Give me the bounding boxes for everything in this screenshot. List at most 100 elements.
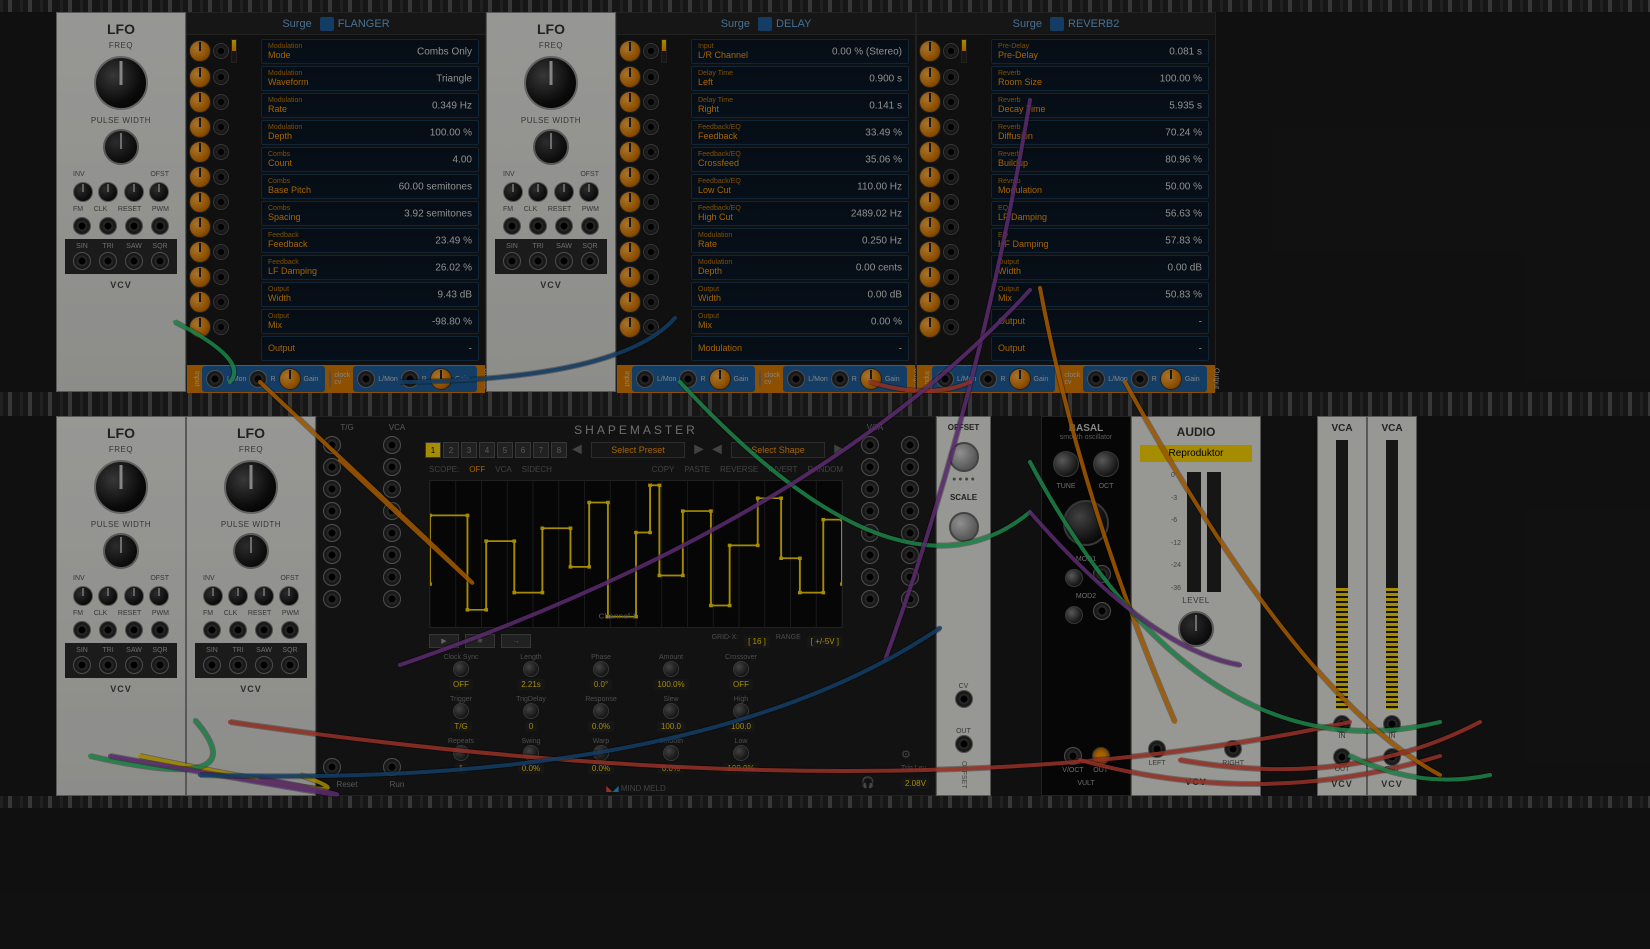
fx-param-row[interactable]: CombsSpacing3.92 semitones: [261, 201, 479, 226]
basal-mod-knob[interactable]: [1065, 606, 1083, 624]
fx-param-knob[interactable]: [619, 316, 641, 338]
lfo-out[interactable]: [281, 656, 299, 674]
lfo-jack[interactable]: [555, 217, 573, 235]
loop-button[interactable]: →: [501, 634, 531, 648]
lfo-jack-fm[interactable]: [73, 217, 91, 235]
basal-oct-knob[interactable]: [1093, 451, 1119, 477]
fx-param-row[interactable]: ModulationWaveformTriangle: [261, 66, 479, 91]
lfo-out[interactable]: [529, 252, 547, 270]
sm-tab-4[interactable]: 4: [479, 442, 495, 458]
sm-select-shape[interactable]: Select Shape: [731, 442, 825, 458]
fx-clock-cv[interactable]: [1059, 370, 1061, 388]
lfo-out[interactable]: [203, 656, 221, 674]
lfo-small-knob[interactable]: [98, 182, 118, 202]
sm-out-jack[interactable]: [861, 546, 879, 564]
lfo-out[interactable]: [555, 252, 573, 270]
fx-gain-knob[interactable]: [430, 368, 452, 390]
sm-control-knob[interactable]: [733, 745, 749, 761]
fx-param-knob[interactable]: [189, 141, 211, 163]
lfo-small-knob[interactable]: [254, 586, 274, 606]
lfo-jack[interactable]: [281, 621, 299, 639]
sm-cv-jack[interactable]: [901, 436, 919, 454]
audio-device[interactable]: Reproduktor: [1140, 445, 1252, 462]
fx-param-row[interactable]: Feedback/EQHigh Cut2489.02 Hz: [691, 201, 909, 226]
gear-icon[interactable]: ⚙: [901, 748, 929, 761]
fx-param-cv-jack[interactable]: [943, 169, 959, 185]
lfo-small-knob[interactable]: [228, 586, 248, 606]
sm-control-value[interactable]: 100.0%: [653, 679, 688, 690]
fx-param-row[interactable]: OutputWidth9.43 dB: [261, 282, 479, 307]
sm-vca-jack[interactable]: [383, 568, 401, 586]
fx-out-r[interactable]: [401, 370, 419, 388]
sm-vca-jack[interactable]: [383, 436, 401, 454]
fx-gain-knob[interactable]: [279, 368, 301, 390]
fx-gain-knob[interactable]: [1009, 368, 1031, 390]
sm-tg-jack[interactable]: [323, 568, 341, 586]
sm-control-value[interactable]: 0.0%: [658, 763, 684, 774]
fx-param-knob[interactable]: [619, 66, 641, 88]
sm-control-value[interactable]: 0.0%: [588, 763, 614, 774]
fx-out-l[interactable]: [1087, 370, 1105, 388]
fx-param-knob[interactable]: [619, 166, 641, 188]
fx-param-knob[interactable]: [919, 241, 941, 263]
fx-param-row[interactable]: OutputWidth0.00 dB: [691, 282, 909, 307]
fx-param-knob[interactable]: [619, 116, 641, 138]
fx-param-cv-jack[interactable]: [943, 119, 959, 135]
lfo-out-saw[interactable]: [125, 252, 143, 270]
fx-out-l[interactable]: [357, 370, 375, 388]
sm-out-jack[interactable]: [861, 524, 879, 542]
fx-param-knob[interactable]: [919, 291, 941, 313]
vca-out-jack[interactable]: [1333, 748, 1351, 766]
lfo-jack[interactable]: [151, 621, 169, 639]
sm-vca-jack[interactable]: [383, 546, 401, 564]
sm-control-knob[interactable]: [663, 661, 679, 677]
lfo-out-sqr[interactable]: [151, 252, 169, 270]
fx-param-cv-jack[interactable]: [643, 169, 659, 185]
fx-param-cv-jack[interactable]: [213, 43, 229, 59]
fx-param-knob[interactable]: [919, 191, 941, 213]
lfo-jack[interactable]: [125, 621, 143, 639]
sm-tg-jack[interactable]: [323, 458, 341, 476]
fx-param-cv-jack[interactable]: [213, 169, 229, 185]
fx-param-row[interactable]: FeedbackFeedback23.49 %: [261, 228, 479, 253]
fx-param-row[interactable]: ModulationModeCombs Only: [261, 39, 479, 64]
fx-param-row[interactable]: ReverbRoom Size100.00 %: [991, 66, 1209, 91]
sm-vca-jack[interactable]: [383, 480, 401, 498]
sm-cv-jack[interactable]: [901, 590, 919, 608]
fx-param-row[interactable]: ModulationDepth0.00 cents: [691, 255, 909, 280]
lfo-jack-reset[interactable]: [125, 217, 143, 235]
lfo-out[interactable]: [581, 252, 599, 270]
sm-vca-jack[interactable]: [383, 590, 401, 608]
sm-tg-jack[interactable]: [323, 436, 341, 454]
lfo-jack[interactable]: [73, 621, 91, 639]
sm-control-value[interactable]: 2.21s: [517, 679, 545, 690]
fx-in-l[interactable]: [936, 370, 954, 388]
fx-param-row[interactable]: OutputMix50.83 %: [991, 282, 1209, 307]
lfo-out[interactable]: [255, 656, 273, 674]
lfo-out-tri[interactable]: [99, 252, 117, 270]
fx-clock-cv[interactable]: [759, 370, 761, 388]
fx-param-cv-jack[interactable]: [643, 43, 659, 59]
lfo-pw-knob[interactable]: [233, 533, 269, 569]
fx-param-cv-jack[interactable]: [643, 119, 659, 135]
sm-control-value[interactable]: 0.0%: [588, 721, 614, 732]
sm-control-value[interactable]: 100.0%: [723, 763, 758, 774]
sm-cv-jack[interactable]: [901, 502, 919, 520]
sm-out-jack[interactable]: [861, 436, 879, 454]
fx-param-row[interactable]: EQHF Damping57.83 %: [991, 228, 1209, 253]
lfo-small-knob[interactable]: [73, 586, 93, 606]
fx-param-knob[interactable]: [619, 216, 641, 238]
lfo-out[interactable]: [125, 656, 143, 674]
fx-param-knob[interactable]: [189, 191, 211, 213]
sm-out-jack[interactable]: [861, 568, 879, 586]
sm-tg-jack[interactable]: [323, 480, 341, 498]
sm-tab-8[interactable]: 8: [551, 442, 567, 458]
fx-param-cv-jack[interactable]: [213, 119, 229, 135]
sm-control-knob[interactable]: [663, 745, 679, 761]
fx-param-cv-jack[interactable]: [213, 219, 229, 235]
fx-param-row[interactable]: Feedback/EQCrossfeed35.06 %: [691, 147, 909, 172]
fx-param-knob[interactable]: [619, 141, 641, 163]
fx-param-cv-jack[interactable]: [643, 194, 659, 210]
lfo-small-knob[interactable]: [98, 586, 118, 606]
basal-tune-knob[interactable]: [1053, 451, 1079, 477]
